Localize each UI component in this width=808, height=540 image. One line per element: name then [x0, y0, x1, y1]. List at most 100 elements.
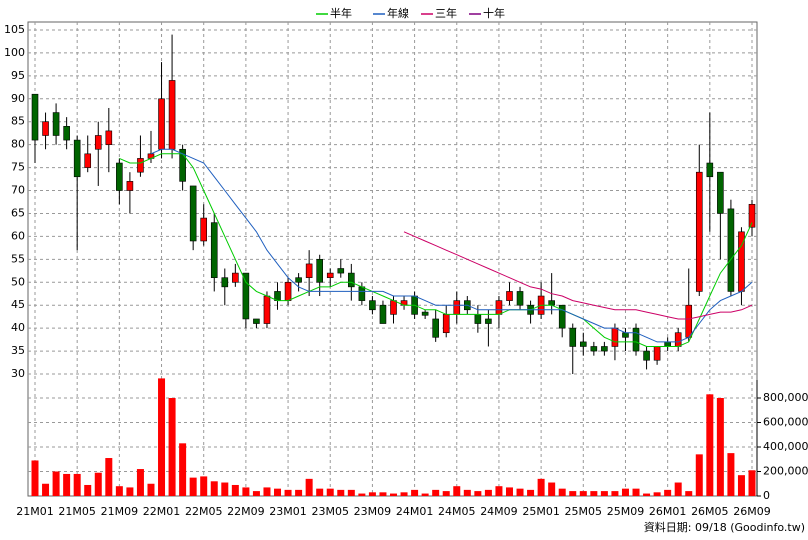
- candle-body: [232, 272, 239, 283]
- volume-bar: [400, 492, 408, 496]
- volume-bar: [748, 470, 756, 496]
- y-tick-label: 60: [11, 229, 25, 242]
- volume-bar: [621, 488, 629, 496]
- volume-bar: [358, 493, 366, 496]
- x-tick-label: 25M01: [522, 505, 560, 518]
- volume-bar: [73, 473, 81, 496]
- volume-bar: [274, 488, 282, 496]
- x-tick-label: 26M01: [649, 505, 687, 518]
- volume-bar: [453, 486, 461, 496]
- volume-bar: [569, 491, 577, 496]
- candle-body: [31, 93, 39, 141]
- volume-bar: [390, 493, 397, 496]
- x-tick-label: 25M05: [565, 505, 603, 518]
- ma-line: [119, 153, 753, 347]
- candle-body: [474, 314, 482, 324]
- source-note: 資料日期: 09/18 (Goodinfo.tw): [644, 520, 805, 534]
- y-tick-label: 95: [11, 69, 25, 82]
- volume-bar: [31, 460, 39, 496]
- x-tick-label: 21M09: [101, 505, 139, 518]
- volume-bar: [579, 491, 587, 496]
- candle-body: [326, 272, 334, 278]
- candle-body: [337, 268, 345, 274]
- candle-body: [748, 203, 756, 228]
- volume-bar: [242, 487, 250, 496]
- candle-body: [590, 346, 598, 352]
- candle-body: [116, 162, 123, 191]
- y-tick-label: 80: [11, 138, 25, 151]
- volume-bar: [105, 458, 113, 496]
- candle-body: [137, 158, 144, 173]
- candle-body: [52, 112, 60, 136]
- candle-body: [516, 291, 524, 306]
- candle-body: [284, 281, 292, 301]
- volume-bar: [84, 484, 92, 496]
- volume-bar: [179, 443, 187, 496]
- volume-bar: [432, 489, 440, 496]
- ma-line: [403, 231, 753, 320]
- volume-bar: [600, 491, 608, 496]
- volume-bar: [147, 483, 155, 496]
- volume-bar: [516, 488, 524, 496]
- candle-body: [632, 327, 640, 352]
- volume-bar: [632, 488, 640, 496]
- legend-label: 三年: [435, 6, 457, 20]
- candle-body: [485, 318, 492, 324]
- legend-label: 半年: [330, 6, 352, 20]
- candle-body: [369, 300, 376, 311]
- candle-body: [42, 121, 49, 136]
- y-tick-label: 100: [4, 46, 25, 59]
- x-tick-label: 25M09: [607, 505, 645, 518]
- candle-body: [263, 295, 271, 324]
- volume-bar: [411, 489, 419, 496]
- candle-body: [379, 304, 387, 324]
- candle-body: [94, 135, 102, 150]
- volume-bar: [42, 483, 50, 496]
- candle-body: [611, 327, 619, 347]
- candle-body: [653, 346, 661, 361]
- volume-bar: [737, 475, 745, 496]
- volume-bar: [210, 481, 218, 496]
- volume-bar: [368, 492, 376, 496]
- candle-body: [727, 208, 735, 292]
- volume-bar: [326, 488, 334, 496]
- volume-bar: [548, 482, 556, 496]
- volume-bar: [611, 491, 619, 496]
- candle-body: [442, 314, 450, 334]
- candle-body: [179, 148, 186, 182]
- volume-bar: [284, 489, 292, 496]
- y-tick-label: 65: [11, 206, 25, 219]
- volume-bar: [158, 378, 166, 496]
- legend-label: 十年: [483, 6, 505, 20]
- volume-bar: [537, 478, 545, 496]
- volume-bar: [252, 491, 260, 496]
- candle-body: [84, 153, 92, 168]
- y-tick-label: 35: [11, 344, 25, 357]
- volume-bar: [590, 491, 598, 496]
- volume-bar: [474, 491, 482, 496]
- volume-bar: [442, 491, 450, 496]
- volume-bar: [126, 487, 134, 496]
- candle-body: [189, 185, 197, 242]
- x-tick-label: 24M09: [480, 505, 518, 518]
- x-tick-label: 24M05: [438, 505, 476, 518]
- candle-body: [105, 130, 113, 145]
- candle-body: [495, 300, 503, 315]
- candle-body: [548, 300, 555, 306]
- y2-tick-label: 400,000: [763, 440, 808, 453]
- volume-bar: [52, 471, 60, 496]
- candle-body: [210, 222, 218, 278]
- x-tick-label: 21M05: [58, 505, 96, 518]
- candle-body: [358, 286, 366, 301]
- volume-bar: [706, 394, 714, 496]
- y-tick-label: 70: [11, 184, 25, 197]
- y-tick-label: 45: [11, 298, 25, 311]
- candle-body: [664, 341, 671, 347]
- candle-body: [421, 311, 429, 316]
- volume-bar: [379, 492, 387, 496]
- candle-body: [221, 277, 229, 288]
- candle-body: [305, 263, 313, 278]
- candle-body: [601, 346, 608, 352]
- volume-bar: [463, 489, 471, 496]
